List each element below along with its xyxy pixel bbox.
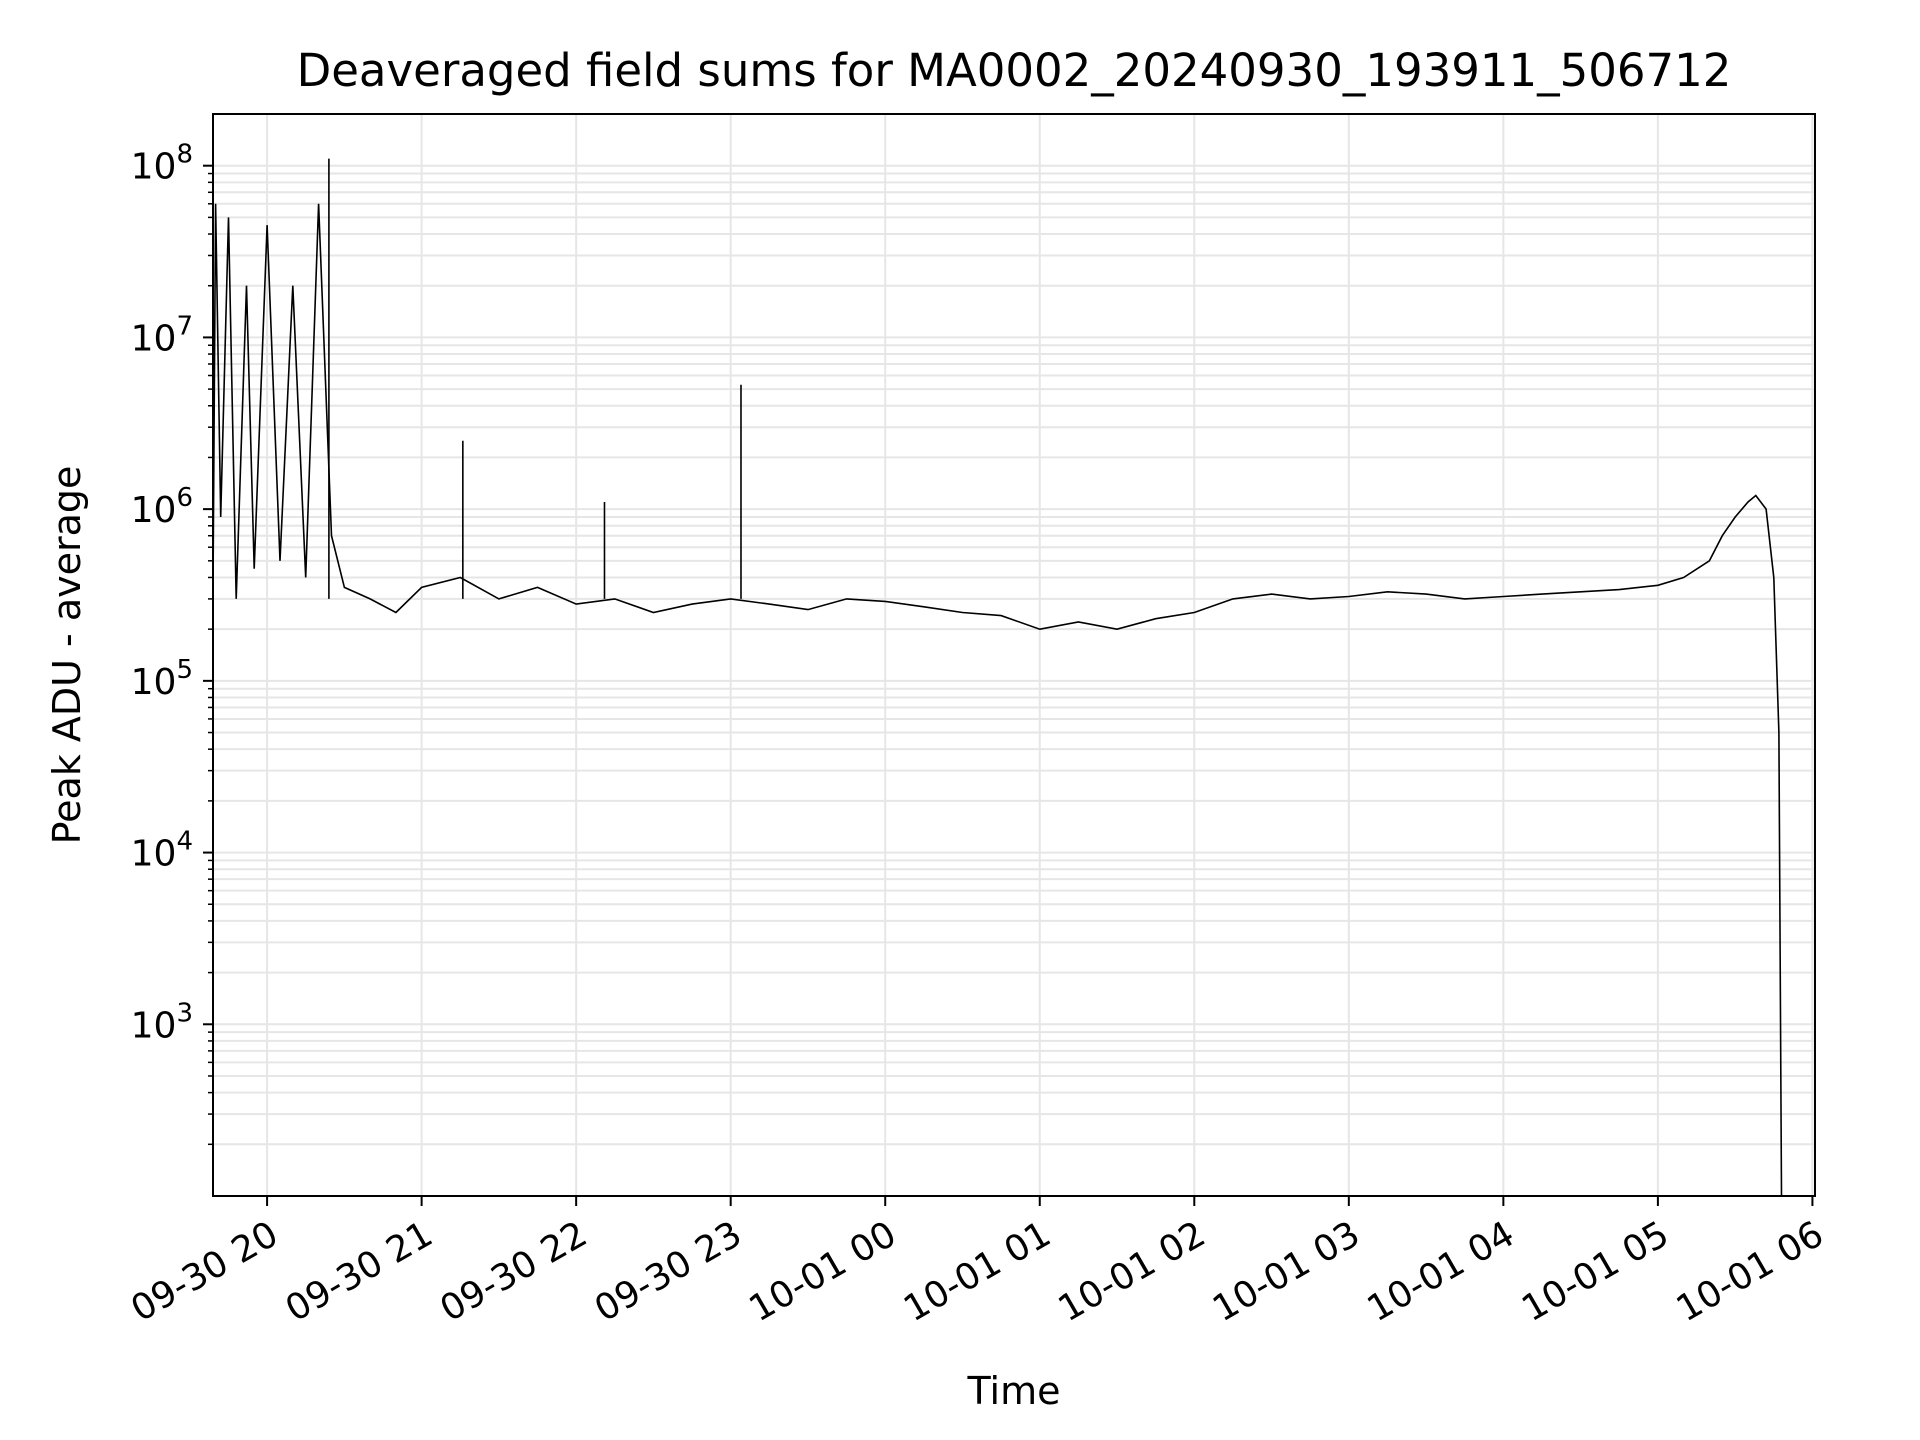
y-tick-label: 105 xyxy=(131,655,193,703)
y-tick-label: 103 xyxy=(131,998,193,1046)
y-tick-label: 104 xyxy=(131,827,193,875)
y-axis-ticks: 103 104 105 106 107 108 xyxy=(131,140,213,1146)
series-line xyxy=(213,203,1783,1196)
plot-frame xyxy=(212,113,1816,1197)
y-tick-label: 108 xyxy=(131,140,193,188)
y-tick-label: 107 xyxy=(131,311,193,359)
grid-lines xyxy=(213,114,1815,1196)
y-tick-label: 106 xyxy=(131,483,193,531)
x-axis-label: Time xyxy=(967,1369,1061,1413)
plot-line-group xyxy=(213,158,1783,1196)
chart-title: Deaveraged field sums for MA0002_2024093… xyxy=(297,44,1732,97)
y-axis-label: Peak ADU - average xyxy=(45,466,89,845)
